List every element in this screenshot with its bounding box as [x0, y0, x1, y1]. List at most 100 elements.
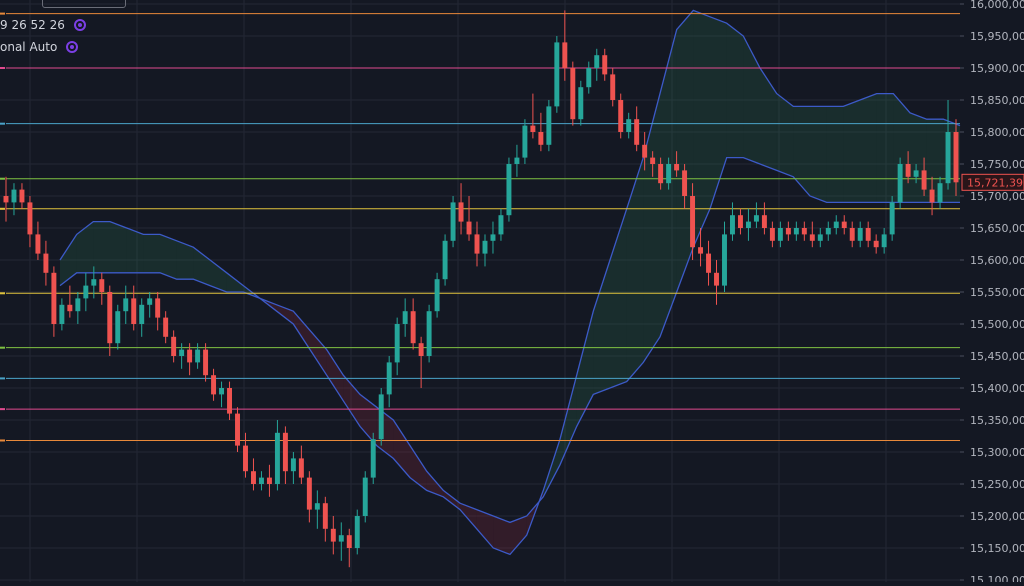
- candle-body: [163, 317, 169, 337]
- candle-body: [586, 68, 592, 88]
- candle-body: [753, 215, 759, 222]
- candle-body: [394, 324, 400, 363]
- candle-body: [809, 234, 815, 241]
- y-tick-label: 15,450,000: [970, 350, 1024, 363]
- candle-body: [203, 349, 209, 376]
- cloud-segment: [643, 93, 660, 363]
- cloud-segment: [810, 106, 827, 203]
- candle-body: [314, 503, 320, 510]
- candle-body: [155, 298, 161, 318]
- cloud-segment: [226, 272, 244, 292]
- cloud-segment: [393, 420, 410, 478]
- cloud-segment: [410, 445, 427, 491]
- candle-body: [91, 279, 97, 286]
- candle-body: [881, 234, 887, 248]
- candle-body: [658, 164, 664, 184]
- cloud-segment: [476, 509, 494, 548]
- candle-body: [338, 535, 344, 542]
- cloud-segment: [776, 93, 794, 177]
- candle-body: [578, 87, 584, 120]
- y-tick-label: 15,100,000: [970, 574, 1024, 582]
- candle-body: [825, 228, 831, 235]
- cloud-segment: [210, 260, 227, 292]
- candle-body: [570, 68, 576, 120]
- candle-body: [889, 202, 895, 235]
- candle-body: [274, 432, 280, 484]
- settings-icon[interactable]: [66, 41, 79, 53]
- y-tick-label: 15,950,000: [970, 30, 1024, 43]
- cloud-segment: [160, 234, 177, 280]
- cloud-segment: [826, 106, 844, 203]
- cloud-segment: [60, 234, 77, 286]
- candle-body: [474, 234, 480, 254]
- cloud-segment: [93, 221, 110, 273]
- y-tick-label: 15,700,000: [970, 190, 1024, 203]
- legend-ichimoku-params: 9 26 52 26: [0, 18, 65, 32]
- price-axis[interactable]: 16,000,000 15,950,000 15,900,000 15,850,000…: [960, 0, 1024, 586]
- cloud-segment: [760, 68, 777, 171]
- indicator-legend: 9 26 52 26 onal Auto: [0, 14, 86, 58]
- candle-body: [370, 439, 376, 478]
- candle-body: [466, 221, 472, 235]
- candle-body: [793, 228, 799, 235]
- y-tick-label: 15,550,000: [970, 286, 1024, 299]
- candle-body: [171, 336, 177, 356]
- candle-body: [921, 170, 927, 190]
- candle-body: [67, 304, 73, 312]
- y-tick-label: 15,250,000: [970, 478, 1024, 491]
- cloud-segment: [693, 10, 710, 248]
- candle-body: [626, 119, 632, 132]
- candle-body: [426, 311, 432, 356]
- indicator-tab[interactable]: [42, 0, 126, 8]
- candle-body: [865, 228, 871, 241]
- candle-body: [602, 55, 608, 75]
- y-tick-label: 15,400,000: [970, 382, 1024, 395]
- candle-body: [195, 349, 201, 363]
- candle-body: [11, 189, 17, 203]
- settings-icon[interactable]: [73, 19, 86, 31]
- candle-body: [59, 304, 65, 324]
- level-tick: [0, 207, 5, 210]
- candle-body: [562, 42, 568, 68]
- candle-body: [953, 132, 959, 183]
- cloud-segment: [276, 304, 294, 324]
- candle-body: [43, 253, 49, 273]
- candle-body: [554, 42, 560, 107]
- candle-body: [211, 375, 217, 395]
- candle-body: [482, 240, 488, 254]
- candle-body: [251, 471, 256, 484]
- level-tick: [0, 12, 5, 15]
- candle-body: [346, 535, 352, 548]
- candle-body: [761, 215, 767, 228]
- cloud-segment: [710, 16, 727, 209]
- candle-body: [714, 272, 719, 286]
- level-tick: [0, 177, 5, 180]
- candle-body: [777, 228, 783, 241]
- candle-body: [243, 445, 248, 472]
- candle-body: [530, 125, 536, 132]
- y-tick-label: 15,200,000: [970, 510, 1024, 523]
- cloud-segment: [876, 93, 894, 203]
- cloud-segment: [343, 375, 360, 427]
- candle-body: [929, 189, 935, 203]
- candle-body: [3, 196, 9, 203]
- candle-body: [618, 100, 624, 132]
- cloud-segment: [676, 10, 694, 293]
- cloud-segment: [293, 311, 310, 350]
- cloud-segment: [843, 100, 860, 203]
- legend-row-levels: onal Auto: [0, 36, 86, 58]
- candle-body: [27, 202, 33, 235]
- last-price-marker: 15,721,395: [961, 173, 1024, 191]
- level-tick: [0, 122, 5, 125]
- cloud-segment: [510, 516, 527, 555]
- candle-body: [730, 215, 735, 235]
- y-tick-label: 15,750,000: [970, 158, 1024, 171]
- candle-body: [386, 362, 392, 395]
- candle-body: [634, 119, 640, 145]
- cloud-segment: [76, 221, 94, 273]
- candles: [3, 10, 959, 568]
- y-tick-label: 15,800,000: [970, 126, 1024, 139]
